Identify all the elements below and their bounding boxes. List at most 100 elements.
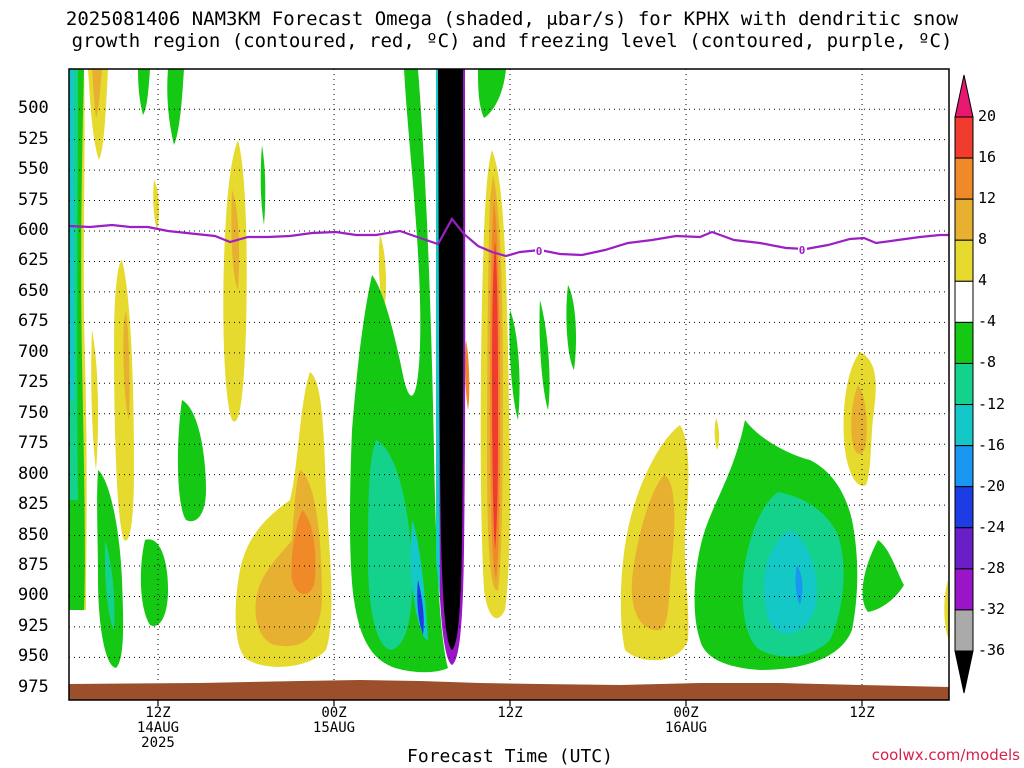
x-tick-label: 12Z [145,705,171,721]
chart-title-line2: growth region (contoured, red, ºC) and f… [71,30,953,52]
omega-area [104,540,115,630]
x-tick-sublabel: 15AUG [312,720,356,736]
colorbar-label: -32 [978,599,1006,618]
colorbar [954,74,974,694]
y-tick-label: 850 [18,524,49,545]
x-tick-label: 12Z [497,705,523,721]
colorbar-swatch [954,198,974,241]
omega-area [291,510,316,595]
colorbar-label: -4 [978,312,997,331]
omega-area [69,69,74,400]
y-tick-label: 825 [18,494,49,515]
colorbar-label: 4 [978,271,988,290]
y-tick-label: 975 [18,676,49,697]
y-tick-label: 950 [18,646,49,667]
omega-area [714,418,720,450]
colorbar-label: 16 [978,148,997,167]
y-tick-label: 525 [18,128,49,149]
omega-area [509,310,520,420]
freezing-level-label: 0 0 [535,242,807,258]
omega-area [944,580,949,640]
credit-link[interactable]: coolwx.com/models [871,746,1020,764]
x-tick-sublabel: 2025 [141,735,175,751]
colorbar-label: -12 [978,394,1006,413]
omega-area [167,69,184,145]
omega-area [417,580,424,635]
x-tick-label: 12Z [849,705,875,721]
colorbar-swatch [954,486,974,529]
y-tick-label: 800 [18,463,49,484]
omega-area [138,69,150,115]
chart-title-line1: 2025081406 NAM3KM Forecast Omega (shaded… [65,8,959,30]
colorbar-swatch [954,568,974,611]
colorbar-label: -24 [978,517,1006,536]
colorbar-swatch [954,445,974,488]
freezing-level-label-text: 0 [536,245,543,258]
omega-area [123,310,130,420]
omega-area [410,520,428,640]
colorbar-label: -16 [978,435,1006,454]
colorbar-label: -36 [978,641,1006,659]
y-tick-label: 875 [18,555,49,575]
colorbar-label: -28 [978,558,1006,577]
x-axis-title: Forecast Time (UTC) [407,746,613,767]
colorbar-swatch [954,321,974,364]
omega-core [436,69,440,600]
y-tick-label: 725 [18,372,49,393]
omega-area [92,69,102,118]
omega-area [862,540,904,612]
y-tick-label: 500 [18,98,49,119]
omega-area [153,180,159,230]
x-tick-label: 00Z [321,705,347,721]
plot-frame [68,68,950,701]
colorbar-label: -20 [978,476,1006,495]
omega-area [795,565,803,605]
colorbar-swatch [954,116,974,159]
y-tick-label: 775 [18,433,49,454]
omega-area [492,240,498,550]
omega-area [177,400,206,522]
omega-area [368,440,413,650]
omega-area [114,260,134,541]
y-tick-label: 600 [18,220,49,240]
colorbar-extend-bottom [954,650,974,694]
colorbar-label: 8 [978,230,988,249]
colorbar-swatch [954,362,974,406]
omega-core [438,69,464,650]
y-tick-label: 700 [18,341,49,362]
omega-area [378,235,387,310]
omega-area [464,340,470,410]
freezing-level-label-text: 0 [799,244,806,257]
x-tick-sublabel: 14AUG [136,720,180,736]
x-tick-label: 00Z [673,705,699,721]
colorbar-extend-top [954,74,974,118]
colorbar-label: 12 [978,189,997,208]
y-tick-label: 625 [18,250,49,271]
x-tick-marks [157,700,863,706]
colorbar-swatch [954,157,974,200]
omega-field [69,69,949,673]
y-tick-label: 900 [18,585,49,606]
omega-area [631,475,675,631]
freezing-level-line [69,217,949,258]
y-tick-label: 575 [18,189,49,210]
colorbar-swatch [954,527,974,570]
colorbar-swatch [954,280,974,323]
terrain-band [69,680,949,700]
omega-area [91,330,99,470]
y-tick-label: 925 [18,615,49,636]
omega-area [478,69,506,118]
omega-area [566,285,576,370]
y-tick-label: 675 [18,311,49,332]
y-tick-label: 550 [18,159,49,180]
omega-area [764,530,817,634]
y-tick-label: 750 [18,402,49,423]
y-tick-label: 650 [18,280,49,301]
omega-area [140,539,168,626]
colorbar-swatch [954,239,974,282]
x-tick-sublabel: 16AUG [664,720,708,736]
colorbar-label: 20 [978,107,997,125]
omega-area [851,385,867,455]
colorbar-swatch [954,609,974,652]
